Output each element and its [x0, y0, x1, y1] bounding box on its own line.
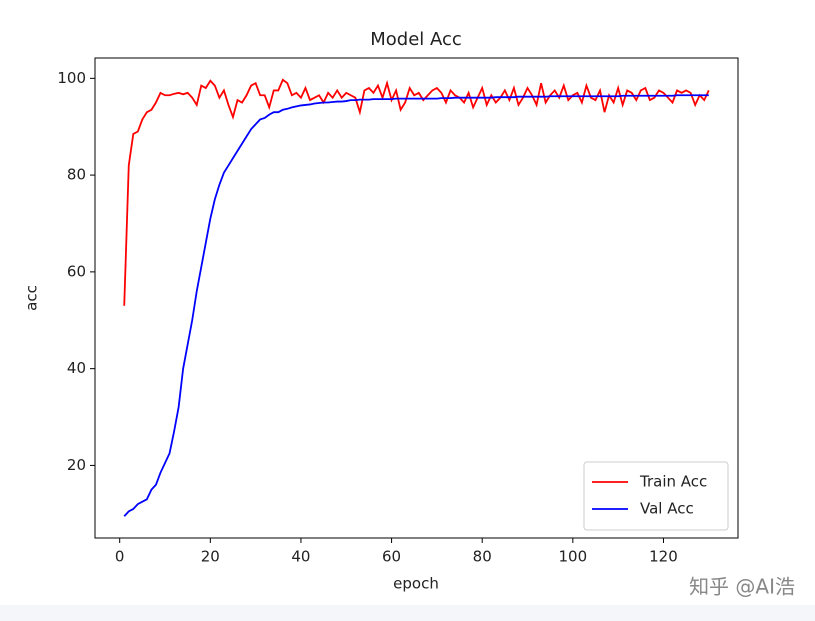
y-tick-label: 100 — [57, 69, 86, 87]
line-series — [123, 78, 710, 306]
y-tick-label: 60 — [67, 262, 86, 280]
x-tick-label: 40 — [291, 548, 310, 566]
legend-box — [583, 461, 729, 531]
x-tick-label: 100 — [559, 548, 588, 566]
axes-frame — [94, 57, 739, 539]
y-tick-label: 20 — [67, 456, 86, 474]
chart-title: Model Acc — [370, 29, 462, 50]
line-series — [123, 94, 709, 517]
y-tick-label: 40 — [67, 359, 86, 377]
legend-label: Val Acc — [640, 500, 694, 518]
x-tick-label: 60 — [382, 548, 401, 566]
x-axis-label: epoch — [393, 575, 439, 593]
x-tick-label: 0 — [115, 548, 125, 566]
x-tick-label: 120 — [649, 548, 678, 566]
watermark: 知乎 @AI浩 — [689, 575, 795, 599]
x-tick-label: 80 — [473, 548, 492, 566]
y-tick-label: 80 — [67, 166, 86, 184]
legend-label: Train Acc — [639, 473, 707, 491]
y-axis-label: acc — [23, 285, 41, 311]
footer-strip — [0, 605, 815, 621]
x-tick-label: 20 — [201, 548, 220, 566]
